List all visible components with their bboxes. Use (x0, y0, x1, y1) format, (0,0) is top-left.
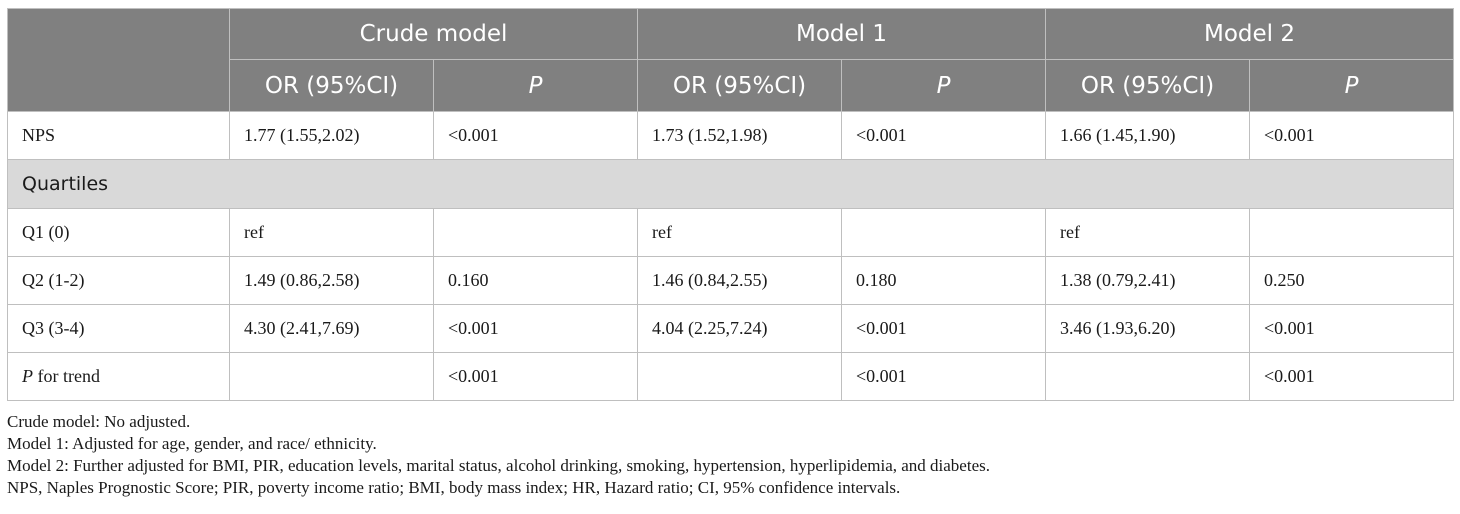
header-or-ci: OR (95%CI) (637, 59, 842, 112)
header-crude-model: Crude model (229, 8, 638, 60)
table-cell: 1.38 (0.79,2.41) (1045, 256, 1251, 305)
table-cell (637, 352, 842, 401)
table-cell (1249, 208, 1455, 257)
table-cell: 4.30 (2.41,7.69) (229, 304, 434, 353)
table-cell: 3.46 (1.93,6.20) (1045, 304, 1251, 353)
row-label-p: P (22, 366, 33, 386)
table-cell: <0.001 (1249, 352, 1455, 401)
table-cell: 1.77 (1.55,2.02) (229, 111, 434, 160)
row-label: Q3 (3-4) (7, 304, 230, 353)
table-cell: ref (637, 208, 842, 257)
table-cell (1045, 352, 1251, 401)
table-cell: 4.04 (2.25,7.24) (637, 304, 842, 353)
table-row-q1: Q1 (0) ref ref ref (7, 208, 1455, 257)
table-cell (229, 352, 434, 401)
table-footnotes: Crude model: No adjusted. Model 1: Adjus… (7, 411, 1453, 499)
table-row-nps: NPS 1.77 (1.55,2.02) <0.001 1.73 (1.52,1… (7, 111, 1455, 160)
table-cell: <0.001 (433, 111, 638, 160)
table-row-p-for-trend: P for trend <0.001 <0.001 <0.001 (7, 352, 1455, 401)
header-p: P (840, 59, 1047, 112)
footnote-crude: Crude model: No adjusted. (7, 412, 191, 431)
header-or-ci: OR (95%CI) (1045, 59, 1251, 112)
table-cell: ref (229, 208, 434, 257)
table-cell: <0.001 (1249, 111, 1455, 160)
table-cell: 1.66 (1.45,1.90) (1045, 111, 1251, 160)
table-cell (840, 208, 1047, 257)
table-row-quartiles-group: Quartiles (6, 159, 1455, 209)
table-cell: 0.180 (840, 256, 1047, 305)
table-cell: <0.001 (433, 352, 638, 401)
header-model-1: Model 1 (636, 8, 1047, 60)
row-label: NPS (7, 111, 230, 160)
header-row-stats: OR (95%CI) P OR (95%CI) P OR (95%CI) P (8, 59, 1455, 112)
table-cell: ref (1045, 208, 1251, 257)
header-corner-cell (7, 8, 230, 112)
row-label: Q2 (1-2) (7, 256, 230, 305)
footnote-abbreviations: NPS, Naples Prognostic Score; PIR, pover… (7, 478, 901, 497)
header-or-ci: OR (95%CI) (229, 59, 434, 112)
table-cell: 0.250 (1249, 256, 1455, 305)
row-label: P for trend (7, 352, 230, 401)
table-cell: <0.001 (840, 304, 1047, 353)
table-cell: 1.73 (1.52,1.98) (637, 111, 842, 160)
header-p: P (1249, 59, 1455, 112)
table-cell: 0.160 (433, 256, 638, 305)
footnote-model-1: Model 1: Adjusted for age, gender, and r… (7, 434, 377, 453)
table-cell: <0.001 (433, 304, 638, 353)
row-label-rest: for trend (33, 366, 100, 386)
header-row-models: Crude model Model 1 Model 2 (7, 8, 1455, 112)
table-cell: <0.001 (840, 111, 1047, 160)
results-table-container: Crude model Model 1 Model 2 OR (95%CI) P… (6, 8, 1455, 401)
table-cell: <0.001 (1249, 304, 1455, 353)
group-label: Quartiles (6, 159, 1455, 209)
table-row-q2: Q2 (1-2) 1.49 (0.86,2.58) 0.160 1.46 (0.… (7, 256, 1455, 305)
header-model-2: Model 2 (1045, 8, 1455, 60)
table-cell: <0.001 (840, 352, 1047, 401)
table-cell: 1.49 (0.86,2.58) (229, 256, 434, 305)
table-row-q3: Q3 (3-4) 4.30 (2.41,7.69) <0.001 4.04 (2… (7, 304, 1455, 353)
header-p: P (433, 59, 638, 112)
results-table: Crude model Model 1 Model 2 OR (95%CI) P… (6, 8, 1455, 401)
row-label: Q1 (0) (7, 208, 230, 257)
footnote-model-2: Model 2: Further adjusted for BMI, PIR, … (7, 456, 990, 475)
table-cell: 1.46 (0.84,2.55) (637, 256, 842, 305)
table-cell (433, 208, 638, 257)
